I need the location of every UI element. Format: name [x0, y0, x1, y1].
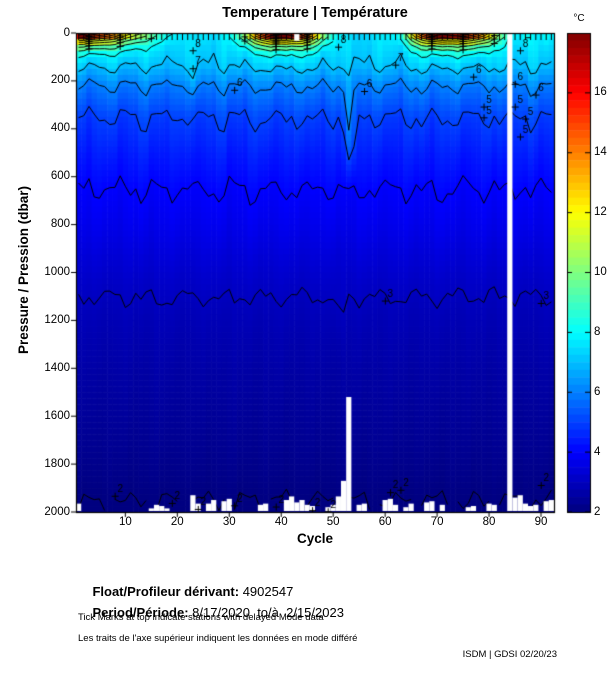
colorbar-tick-label: 14 — [594, 146, 607, 159]
y-axis-tick-label: 1200 — [44, 313, 70, 326]
y-axis-tick-label: 1400 — [44, 361, 70, 374]
colorbar-tick-label: 16 — [594, 86, 607, 99]
y-axis-label: Pressure / Pression (dbar) — [16, 185, 31, 355]
x-axis-tick-label: 80 — [482, 516, 496, 528]
x-axis-label: Cycle — [296, 531, 334, 546]
x-axis-tick-label: 90 — [534, 516, 548, 528]
float-id-value: 4902547 — [239, 584, 294, 599]
x-axis-tick-label: 40 — [274, 516, 288, 528]
y-axis-tick-label: 1800 — [44, 457, 70, 470]
colorbar-unit-label: °C — [573, 13, 585, 24]
agency-credit: ISDM | GDSI 02/20/23 — [462, 649, 557, 660]
x-axis-tick-label: 50 — [326, 516, 340, 528]
colorbar-tick-label: 4 — [594, 445, 601, 458]
chart-title: Temperature | Température — [222, 5, 408, 21]
x-axis-tick-label: 20 — [170, 516, 184, 528]
float-id-label: Float/Profileur dérivant: — [92, 584, 240, 599]
y-axis-tick-label: 400 — [50, 122, 70, 135]
x-axis-tick-label: 10 — [118, 516, 132, 528]
x-axis-tick-label: 30 — [222, 516, 236, 528]
y-axis-tick-label: 1600 — [44, 409, 70, 422]
y-axis-tick-label: 0 — [63, 26, 70, 39]
colorbar-tick-label: 2 — [594, 505, 601, 518]
y-axis-tick-label: 200 — [50, 74, 70, 87]
period-line: Period/Période: 8/17/2020 to/à 2/15/2023 — [78, 590, 344, 635]
delayed-mode-note-fr: Les traits de l'axe supérieur indiquent … — [78, 633, 358, 644]
x-axis-tick-label: 60 — [378, 516, 392, 528]
delayed-mode-note-en: Tick Marks at top indicate stations with… — [78, 612, 324, 623]
colorbar-tick-label: 8 — [594, 325, 601, 338]
float-id-line: Float/Profileur dérivant: 4902547 — [78, 569, 293, 614]
period-label: Period/Période: — [92, 605, 189, 620]
colorbar-tick-label: 12 — [594, 206, 607, 219]
y-axis-tick-label: 600 — [50, 170, 70, 183]
y-axis-tick-label: 800 — [50, 218, 70, 231]
colorbar-tick-label: 6 — [594, 385, 601, 398]
y-axis-tick-label: 2000 — [44, 505, 70, 518]
y-axis-tick-label: 1000 — [44, 266, 70, 278]
colorbar-tick-label: 10 — [594, 266, 607, 278]
x-axis-tick-label: 70 — [430, 516, 444, 528]
period-value: 8/17/2020 to/à 2/15/2023 — [188, 605, 344, 620]
